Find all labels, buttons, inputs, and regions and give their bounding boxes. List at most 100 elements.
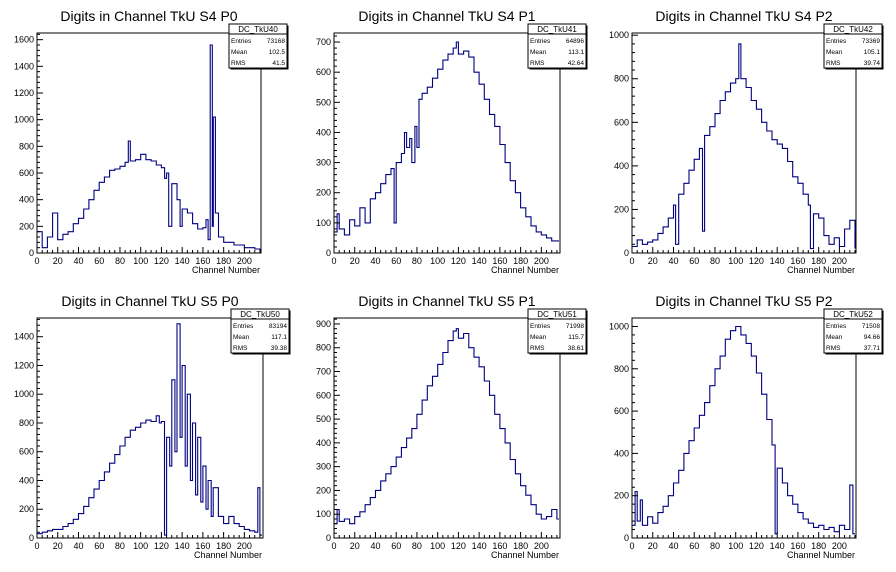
stats-value: 113.1	[568, 49, 584, 56]
x-tick-label: 20	[53, 256, 63, 266]
chart-title: Digits in Channel TkU S4 P2	[655, 8, 832, 24]
stats-value: 39.38	[271, 345, 288, 352]
x-tick-label: 180	[513, 541, 528, 551]
x-axis-label: Channel Number	[787, 265, 855, 275]
stats-box: DC_TkU50 Entries 83194 Mean 117.1 RMS 39.38	[230, 308, 291, 355]
histogram-line	[37, 44, 261, 251]
y-tick-label: 1000	[14, 115, 34, 125]
x-tick-label: 120	[749, 541, 764, 551]
stats-label: RMS	[233, 345, 248, 352]
y-tick-label: 600	[19, 168, 34, 178]
stats-box-frame	[823, 23, 883, 69]
x-tick-label: 100	[728, 541, 743, 551]
y-tick-label: 1600	[14, 35, 34, 45]
x-tick-label: 120	[749, 256, 764, 266]
stats-value: 38.61	[568, 345, 585, 352]
stats-label: Mean	[530, 49, 547, 56]
y-tick-label: 1200	[14, 360, 34, 370]
histogram-line	[632, 43, 856, 250]
stats-label: RMS	[530, 345, 545, 352]
chart-title: Digits in Channel TkU S5 P1	[358, 293, 535, 309]
y-tick-label: 200	[614, 204, 629, 214]
y-tick-label: 1000	[609, 30, 629, 40]
x-tick-label: 60	[689, 256, 699, 266]
x-tick-label: 40	[668, 541, 678, 551]
x-tick-label: 100	[430, 541, 445, 551]
x-tick-label: 180	[216, 256, 231, 266]
x-axis-label: Channel Number	[192, 265, 260, 275]
x-tick-label: 60	[94, 541, 104, 551]
y-tick-label: 800	[19, 418, 34, 428]
x-tick-label: 100	[728, 256, 743, 266]
histogram-line	[334, 328, 559, 525]
histogram-panel: Digits in Channel TkU S4 P0 0 20 40 60 80 100 1…	[14, 8, 289, 275]
x-tick-label: 40	[73, 256, 83, 266]
y-tick-label: 1000	[14, 389, 34, 399]
y-tick-label: 800	[614, 364, 629, 374]
stats-label: Entries	[826, 323, 847, 330]
x-tick-label: 40	[73, 541, 83, 551]
x-tick-label: 0	[331, 541, 336, 551]
stats-value: 41.5	[272, 60, 285, 67]
y-tick-label: 0	[624, 533, 629, 543]
x-axis-label: Channel Number	[787, 550, 855, 560]
x-tick-label: 60	[391, 541, 401, 551]
x-axis-label: Channel Number	[491, 550, 559, 560]
y-tick-label: 800	[614, 74, 629, 84]
y-tick-label: 400	[614, 161, 629, 171]
x-tick-label: 80	[710, 256, 720, 266]
stats-value: 115.7	[568, 334, 584, 341]
y-tick-label: 300	[316, 158, 331, 168]
x-tick-label: 180	[811, 256, 826, 266]
y-tick-label: 0	[29, 248, 34, 258]
stats-value: 73168	[267, 38, 285, 45]
stats-label: Mean	[530, 334, 547, 341]
y-tick-label: 1200	[14, 88, 34, 98]
stats-box-frame	[823, 308, 883, 354]
x-tick-label: 0	[331, 256, 336, 266]
stats-label: RMS	[231, 60, 246, 67]
x-tick-label: 160	[790, 541, 805, 551]
x-tick-label: 200	[534, 541, 549, 551]
histogram-panel: Digits in Channel TkU S5 P0 0 20 40 60 80 100 1…	[14, 293, 291, 560]
stats-label: RMS	[826, 60, 841, 67]
y-tick-label: 600	[614, 406, 629, 416]
x-tick-label: 60	[94, 256, 104, 266]
histogram-panel: Digits in Channel TkU S5 P2 0 20 40 60 80 100 1…	[609, 293, 884, 560]
x-tick-label: 20	[53, 541, 63, 551]
stats-name: DC_TkU50	[240, 310, 280, 319]
stats-value: 71508	[862, 323, 880, 330]
x-tick-label: 160	[492, 541, 507, 551]
y-tick-label: 400	[19, 195, 34, 205]
x-tick-label: 120	[154, 256, 169, 266]
y-tick-label: 400	[614, 448, 629, 458]
plot-frame	[631, 32, 857, 254]
x-tick-label: 200	[237, 541, 252, 551]
y-tick-label: 800	[19, 141, 34, 151]
x-tick-label: 160	[492, 256, 507, 266]
stats-value: 73369	[862, 38, 880, 45]
stats-label: Mean	[231, 49, 248, 56]
y-tick-label: 200	[19, 221, 34, 231]
x-tick-label: 0	[34, 256, 39, 266]
x-tick-label: 160	[195, 541, 210, 551]
y-tick-label: 300	[316, 462, 331, 472]
x-tick-label: 140	[175, 541, 190, 551]
y-tick-label: 400	[316, 438, 331, 448]
y-tick-label: 1000	[609, 321, 629, 331]
histogram-panel: Digits in Channel TkU S5 P1 0 20 40 60 80 100 1…	[316, 293, 588, 560]
x-tick-label: 80	[115, 256, 125, 266]
stats-box: DC_TkU42 Entries 73369 Mean 105.1 RMS 39.74	[823, 23, 884, 70]
x-tick-label: 140	[770, 541, 785, 551]
stats-value: 83194	[269, 323, 287, 330]
y-tick-label: 0	[326, 533, 331, 543]
x-tick-label: 20	[350, 541, 360, 551]
y-tick-label: 100	[316, 509, 331, 519]
x-tick-label: 40	[668, 256, 678, 266]
y-tick-label: 1400	[14, 61, 34, 71]
x-tick-label: 0	[629, 256, 634, 266]
x-tick-label: 180	[811, 541, 826, 551]
y-tick-label: 200	[19, 504, 34, 514]
stats-box-frame	[230, 308, 290, 354]
histogram-panel: Digits in Channel TkU S4 P1 0 20 40 60 80 100 1…	[316, 8, 588, 275]
